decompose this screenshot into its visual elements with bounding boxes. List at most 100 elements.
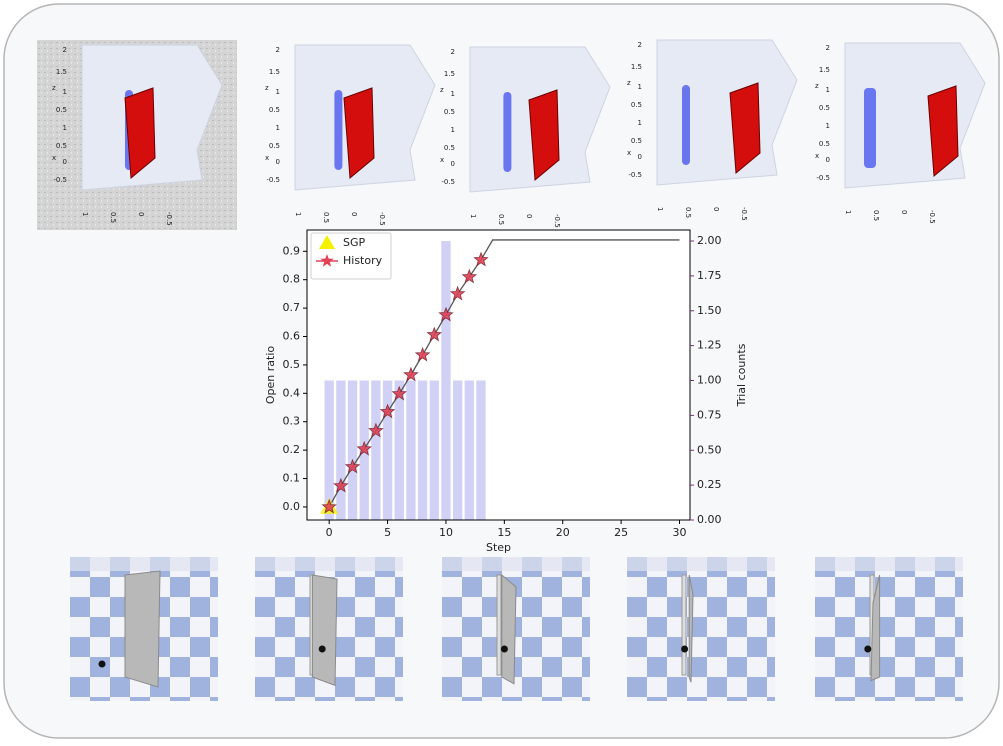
star-marker [426,326,442,342]
panel-tick-label: 1 [63,88,67,96]
red-cloud [729,82,761,175]
panel-tick-label: 2 [638,41,642,49]
y2-axis-label: Trial counts [735,343,748,407]
bar [417,380,428,520]
legend-label: History [343,254,383,267]
y2-tick-label: 1.00 [697,374,722,387]
floor [627,557,775,701]
panel-tick-label: 0 [900,210,908,214]
x-tick-label: 25 [614,526,628,539]
star-marker [449,285,466,301]
horizon [442,557,590,571]
panel-axis-label: z [265,84,269,92]
bar [406,380,416,520]
red-cloud [927,85,959,178]
door [501,573,517,685]
panel-tick-label: 2 [276,46,280,54]
panel-tick-label: 1 [844,210,852,214]
scene [70,557,218,701]
bar [382,380,393,520]
y2-tick-label: 1.75 [697,269,722,282]
y-tick-label: 0.7 [283,301,301,314]
floor [815,557,963,701]
panel-tick-label: 1 [451,90,455,98]
panel-tick-label: 1 [826,122,830,130]
star-marker [344,458,361,474]
scene [815,557,963,701]
door [870,574,881,682]
handle [500,645,508,653]
point-cloud-panel: 2 1.5 1 0.5 1 0.5 0 -0.5 z x 1 0.5 0 -0.5 [37,40,237,230]
y-tick-label: 0.3 [283,415,301,428]
x-axis-label: Step [486,541,511,554]
star-marker [438,306,454,322]
panel-tick-label: 1 [638,83,642,91]
panel-tick-label: 0.5 [56,142,67,150]
panel-tick-label: 0 [350,212,358,216]
bar [324,380,334,520]
blue-cloud [503,92,512,172]
y-tick-label: 0.1 [283,472,301,485]
panel-tick-label: 1.5 [444,70,455,78]
point-cloud-panels: 2 1.5 1 0.5 1 0.5 0 -0.5 z x 1 0.5 0 -0.5 2 1.5 1 0.5 1 0.5… [37,39,986,230]
blue-cloud [334,90,343,170]
x-tick-label: 30 [672,526,686,539]
y-tick-label: 0.6 [283,330,301,343]
axis-box [656,39,798,186]
y-tick-label: 0.4 [283,386,301,399]
panel-tick-label: 0.5 [819,140,830,148]
panel-tick-label: 1 [826,86,830,94]
panel-tick-label: 1 [81,212,89,216]
panel-tick-label: -0.5 [628,171,642,179]
panel-tick-label: 1.5 [56,68,67,76]
blue-cloud [864,88,876,168]
panel-tick-label: -0.5 [553,214,561,228]
scene [255,557,403,701]
scene [627,557,775,701]
y2-tick-label: 0.75 [697,408,722,421]
panel-tick-label: 1 [276,88,280,96]
bar [464,380,474,520]
handle [681,645,689,653]
plot-border [306,229,691,521]
star-marker [473,251,489,267]
handle [864,645,872,653]
chart: 0 5 10 15 20 25 30 0.0 0.1 0.2 0.3 0.4 0.5 0.6 0.7 0.8 0… [264,229,748,554]
panel-tick-label: 0 [638,153,642,161]
panel-tick-label: 2 [826,44,830,52]
bar [394,380,404,520]
panel-tick-label: 1 [656,207,664,211]
panel-axis-label: x [440,156,444,164]
panel-tick-label: 0.5 [819,104,830,112]
star-marker [321,498,337,514]
y-tick-label: 0.5 [283,358,301,371]
y-tick-label: 0.9 [283,244,301,257]
door-frame [681,574,687,676]
panel-tick-label: 0 [137,212,145,216]
panel-tick-label: 0.5 [444,108,455,116]
panel-tick-label: 1 [451,126,455,134]
panel-tick-label: 1.5 [631,63,642,71]
panel-tick-label: -0.5 [266,176,280,184]
panel-axis-label: x [52,154,56,162]
y2-tick-label: 0.25 [697,478,722,491]
door-frame [496,574,502,676]
panel-tick-label: 0.5 [497,214,505,225]
panel-tick-label: -0.5 [378,212,386,226]
red-cloud [124,87,156,180]
panel-tick-label: 0.5 [269,106,280,114]
panel-tick-label: 0 [826,156,830,164]
panel-tick-label: 1 [294,212,302,216]
y-axis-label: Open ratio [264,346,277,405]
point-cloud-panel: 2 1.5 1 0.5 1 0.5 0 -0.5 z x 1 0.5 0 -0.5 [265,44,436,226]
y2-tick-label: 0.00 [697,513,722,526]
panel-tick-label: 1 [469,214,477,218]
panel-tick-label: -0.5 [53,176,67,184]
star-marker [403,366,419,382]
panel-tick-label: 0.5 [322,212,330,223]
y-tick-label: 0.0 [283,500,301,513]
panel-axis-label: z [440,86,444,94]
panel-tick-label: 1 [638,119,642,127]
bar [441,241,451,520]
star-marker [379,403,396,419]
